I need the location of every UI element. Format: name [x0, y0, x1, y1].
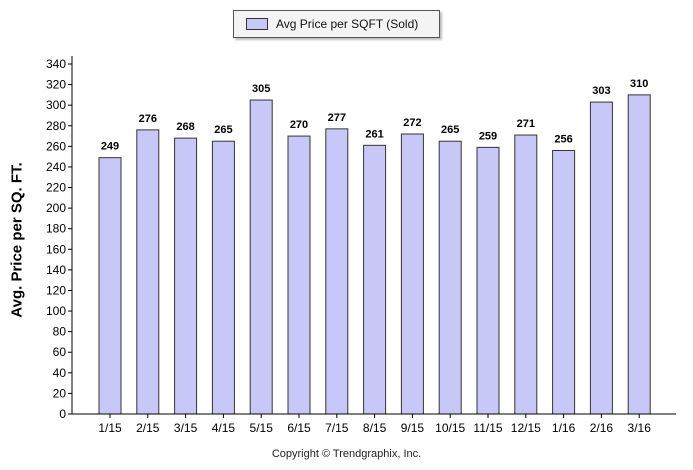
y-tick-label: 0 [59, 407, 66, 421]
y-tick-label: 240 [46, 160, 66, 174]
data-label: 268 [176, 121, 194, 133]
bar-6-15 [287, 135, 311, 415]
data-label: 277 [328, 112, 346, 124]
bar-10-15 [438, 140, 462, 415]
x-tick-label: 11/15 [473, 421, 502, 435]
bar-2-16 [589, 101, 613, 415]
bar-1-16 [552, 149, 576, 415]
x-tick-label: 4/15 [212, 421, 236, 435]
data-label: 256 [554, 133, 572, 145]
y-tick-label: 180 [46, 222, 66, 236]
copyright-footer: Copyright © Trendgraphix, Inc. [271, 448, 422, 460]
data-label: 271 [517, 118, 535, 130]
y-tick-label: 160 [46, 242, 66, 256]
x-tick-label: 1/15 [98, 421, 122, 435]
bar-9-15 [400, 133, 424, 415]
chart-legend: Avg Price per SQFT (Sold) [233, 10, 440, 38]
bar-3-15 [174, 137, 198, 415]
y-tick-label: 20 [53, 386, 67, 400]
data-label: 305 [252, 83, 270, 95]
x-tick-label: 5/15 [250, 421, 274, 435]
x-tick-label: 3/16 [628, 421, 652, 435]
bar-11-15 [476, 146, 500, 415]
y-tick-label: 220 [46, 181, 66, 195]
y-tick-label: 260 [46, 139, 66, 153]
data-label: 249 [101, 141, 119, 153]
y-tick-label: 40 [53, 366, 67, 380]
axes-group: 0 20 40 60 80 100 120 140 160 180 200 220 240 260 280 3… [46, 56, 676, 435]
y-tick-label: 120 [46, 283, 66, 297]
bars-group: 249 276 268 265 305 270 277 261 272 265 259 271 256 3… [98, 78, 651, 415]
data-label: 259 [479, 130, 497, 142]
x-tick-label: 10/15 [435, 421, 465, 435]
data-label: 276 [139, 113, 157, 125]
x-tick-label: 2/15 [136, 421, 160, 435]
bar-5-15 [249, 99, 273, 415]
y-tick-label: 60 [53, 345, 67, 359]
legend-label: Avg Price per SQFT (Sold) [276, 17, 419, 31]
data-label: 303 [592, 85, 610, 97]
x-tick-label: 3/15 [174, 421, 198, 435]
data-label: 265 [441, 124, 459, 136]
x-tick-label: 9/15 [401, 421, 425, 435]
y-tick-label: 140 [46, 263, 66, 277]
y-tick-label: 100 [46, 304, 66, 318]
x-tick-label: 12/15 [511, 421, 541, 435]
bar-4-15 [211, 140, 235, 415]
bar-2-15 [136, 129, 160, 415]
data-label: 270 [290, 119, 308, 131]
y-tick-label: 300 [46, 98, 66, 112]
bar-8-15 [363, 144, 387, 415]
data-label: 272 [403, 117, 421, 129]
bar-3-16 [627, 94, 651, 415]
bar-12-15 [514, 134, 538, 415]
x-tick-label: 6/15 [287, 421, 311, 435]
bar-7-15 [325, 128, 349, 415]
data-label: 261 [365, 128, 383, 140]
x-tick-label: 2/16 [590, 421, 614, 435]
x-tick-label: 7/15 [325, 421, 349, 435]
y-tick-label: 320 [46, 78, 66, 92]
y-tick-label: 340 [46, 57, 66, 71]
data-label: 265 [214, 124, 232, 136]
legend-swatch [246, 18, 268, 30]
x-tick-label: 1/16 [552, 421, 576, 435]
bar-1-15 [98, 157, 122, 415]
y-tick-label: 280 [46, 119, 66, 133]
data-label: 310 [630, 78, 648, 90]
y-tick-label: 80 [53, 325, 67, 339]
y-tick-label: 200 [46, 201, 66, 215]
x-tick-label: 8/15 [363, 421, 387, 435]
